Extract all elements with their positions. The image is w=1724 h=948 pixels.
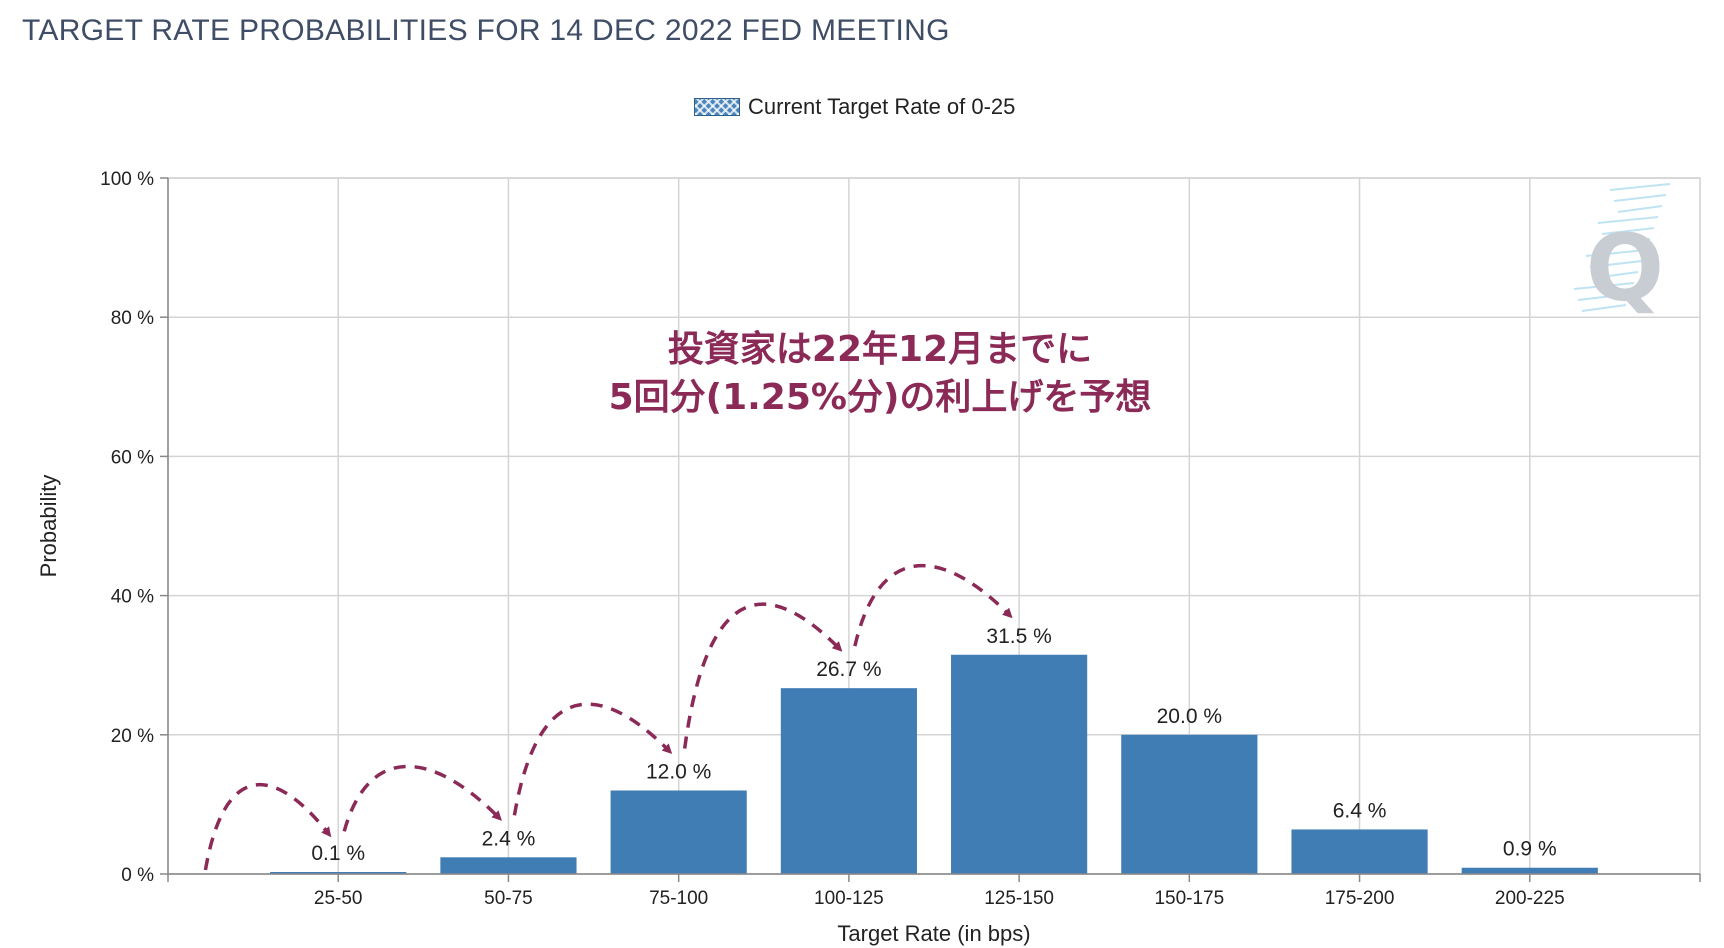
bar-100-125 bbox=[780, 688, 917, 874]
watermark-stroke bbox=[1577, 293, 1631, 301]
chart-title: TARGET RATE PROBABILITIES FOR 14 DEC 202… bbox=[22, 14, 950, 47]
y-tick-label: 80 % bbox=[111, 308, 154, 329]
y-tick-label: 20 % bbox=[111, 726, 154, 747]
trend-arrow bbox=[203, 782, 332, 871]
bar-75-100 bbox=[610, 790, 747, 874]
data-label: 2.4 % bbox=[482, 827, 536, 850]
bar-150-175 bbox=[1121, 734, 1258, 874]
trend-arrow bbox=[682, 602, 843, 749]
bar-125-150 bbox=[951, 654, 1088, 874]
trend-arrow bbox=[512, 702, 673, 816]
watermark-stroke bbox=[1601, 227, 1655, 235]
x-axis-title: Target Rate (in bps) bbox=[837, 921, 1030, 946]
trend-arrow bbox=[342, 764, 502, 832]
annotation-line-1: 投資家は22年12月までに bbox=[667, 329, 1093, 370]
watermark-stroke bbox=[1589, 260, 1643, 268]
legend-label: Current Target Rate of 0-25 bbox=[748, 94, 1016, 119]
trend-arrow bbox=[853, 563, 1013, 647]
x-tick-label: 50-75 bbox=[484, 888, 533, 909]
y-tick-label: 100 % bbox=[100, 169, 154, 190]
watermark-stroke bbox=[1617, 205, 1663, 213]
watermark-stroke bbox=[1613, 194, 1667, 202]
watermark-stroke bbox=[1609, 183, 1671, 191]
watermark-stroke bbox=[1593, 271, 1639, 279]
bar-175-200 bbox=[1291, 829, 1428, 874]
watermark-letter: Q bbox=[1586, 215, 1664, 322]
watermark-logo: Q bbox=[1573, 183, 1671, 322]
data-label: 31.5 % bbox=[986, 625, 1051, 648]
legend-swatch bbox=[694, 98, 740, 116]
x-tick-label: 175-200 bbox=[1325, 888, 1395, 909]
x-tick-label: 200-225 bbox=[1495, 888, 1565, 909]
bar-50-75 bbox=[440, 857, 577, 874]
x-tick-label: 25-50 bbox=[314, 888, 363, 909]
data-label: 0.1 % bbox=[311, 842, 365, 865]
bar-25-50 bbox=[270, 872, 407, 874]
y-axis-title: Probability bbox=[36, 475, 61, 578]
data-label: 20.0 % bbox=[1157, 705, 1222, 728]
watermark-stroke bbox=[1605, 238, 1651, 246]
data-label: 6.4 % bbox=[1333, 799, 1387, 822]
data-label: 26.7 % bbox=[816, 658, 881, 681]
data-label: 12.0 % bbox=[646, 760, 711, 783]
watermark-stroke bbox=[1597, 216, 1659, 224]
annotation: 投資家は22年12月までに 5回分(1.25%分)の利上げを予想 bbox=[520, 326, 1240, 422]
x-tick-label: 75-100 bbox=[649, 888, 708, 909]
watermark-stroke bbox=[1573, 282, 1635, 290]
watermark-stroke bbox=[1581, 304, 1627, 312]
bar-200-225 bbox=[1461, 867, 1598, 874]
annotation-line-2: 5回分(1.25%分)の利上げを予想 bbox=[608, 377, 1152, 418]
x-tick-label: 100-125 bbox=[814, 888, 884, 909]
data-label: 0.9 % bbox=[1503, 838, 1557, 861]
y-tick-label: 40 % bbox=[111, 587, 154, 608]
y-tick-label: 60 % bbox=[111, 447, 154, 468]
x-tick-label: 125-150 bbox=[984, 888, 1054, 909]
y-tick-label: 0 % bbox=[121, 865, 154, 886]
plot-border bbox=[167, 177, 1701, 875]
legend: Current Target Rate of 0-25 bbox=[694, 92, 1015, 122]
watermark-stroke bbox=[1585, 249, 1647, 257]
x-tick-label: 150-175 bbox=[1154, 888, 1224, 909]
